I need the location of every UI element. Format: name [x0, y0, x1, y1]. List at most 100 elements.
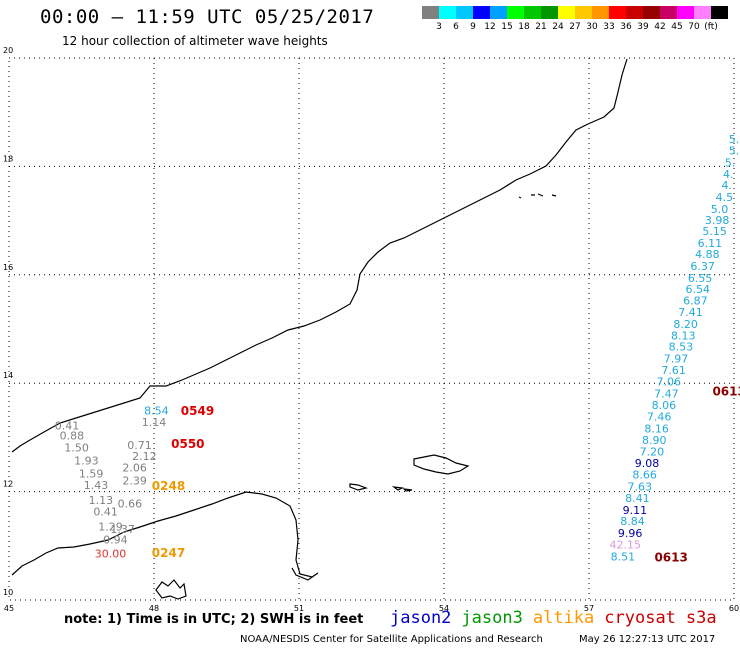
legend-swatch — [694, 6, 711, 19]
wave-height-value: 6.37 — [690, 260, 715, 273]
legend-swatch — [609, 6, 626, 19]
wave-height-value: 42.15 — [610, 539, 642, 552]
pass-time-label: 0613 — [712, 385, 740, 399]
legend-swatch — [456, 6, 473, 19]
wave-height-value: 7.41 — [678, 306, 703, 319]
legend-swatch — [575, 6, 592, 19]
wave-height-value: 8.90 — [642, 434, 667, 447]
coastline-arabia — [11, 58, 628, 453]
legend-label: 27 — [569, 22, 581, 32]
wave-height-value: 7.47 — [654, 387, 679, 400]
islet-3 — [402, 488, 413, 492]
wave-height-value: 8.41 — [625, 492, 650, 505]
wave-height-value: 9.08 — [635, 457, 660, 470]
wave-height-value: 1.93 — [74, 455, 99, 468]
lon-tick-label: 48 — [149, 604, 159, 613]
credit-line: NOAA/NESDIS Center for Satellite Applica… — [240, 634, 543, 645]
wave-height-value: 0.66 — [118, 497, 143, 510]
legend-swatch — [558, 6, 575, 19]
legend-label: 39 — [637, 22, 649, 32]
legend-swatch — [541, 6, 558, 19]
legend-label: 70 — [688, 22, 700, 32]
page-title: 00:00 – 11:59 UTC 05/25/2017 — [40, 6, 375, 28]
legend-label: 30 — [586, 22, 598, 32]
pass-time-label: 0613 — [654, 551, 687, 565]
wave-height-value: 1.13 — [89, 494, 114, 507]
wave-height-value: 0.41 — [55, 419, 80, 432]
islet-1 — [349, 483, 369, 491]
wave-height-value: 8.20 — [673, 318, 698, 331]
wave-height-value: 7.61 — [661, 364, 686, 377]
legend-label: 6 — [453, 22, 459, 32]
wave-observations: 8.541.140.410.881.50 0.712.121.932.061.59… — [55, 133, 740, 563]
somali-coast-islets — [155, 579, 187, 600]
legend-swatch — [711, 6, 728, 19]
lon-tick-label: 51 — [294, 604, 304, 613]
legend-label: 15 — [501, 22, 513, 32]
legend-swatch — [677, 6, 694, 19]
wave-height-value: 7.20 — [640, 445, 665, 458]
lat-tick-label: 10 — [3, 588, 13, 597]
wave-height-value: 1.50 — [64, 441, 89, 454]
wave-height-value: 8.16 — [644, 423, 669, 436]
generation-timestamp: May 26 12:27:13 UTC 2017 — [579, 634, 716, 645]
wave-height-value: 0.94 — [103, 534, 128, 547]
wave-height-value: 6.55 — [688, 272, 713, 285]
wave-height-value: 6.54 — [686, 283, 711, 296]
wave-height-value: 8.53 — [669, 341, 694, 354]
wave-height-value: 4. — [722, 179, 733, 192]
coastline-africa — [11, 491, 319, 581]
wave-height-value: 7.06 — [657, 375, 682, 388]
legend-label: (ft) — [704, 22, 718, 32]
wave-height-value: 6.11 — [698, 237, 723, 250]
legend-label: 36 — [620, 22, 632, 32]
wave-height-value: 5.0 — [711, 203, 729, 216]
legend-swatch — [507, 6, 524, 19]
wave-height-value: 4. — [723, 168, 734, 181]
wave-height-value: 0.88 — [60, 430, 85, 443]
satellite-name: cryosat — [604, 608, 676, 628]
wave-height-value: 6.87 — [683, 295, 708, 308]
satellite-name: jason3 — [461, 608, 523, 628]
wave-height-value: 2.12 — [132, 450, 157, 463]
lon-tick-label: 54 — [439, 604, 449, 613]
wave-height-value: 5. — [729, 133, 740, 146]
wave-height-value: 8.13 — [671, 329, 696, 342]
lat-tick-label: 12 — [3, 480, 13, 489]
legend-swatch — [643, 6, 660, 19]
lat-tick-label: 14 — [3, 371, 13, 380]
legend-swatch — [626, 6, 643, 19]
wave-height-value: 1.29 — [98, 521, 123, 534]
wave-height-value: 7.46 — [647, 411, 672, 424]
wave-height-value: 5. — [729, 144, 740, 157]
wave-height-value: 8.66 — [632, 469, 657, 482]
wave-height-value: 2.06 — [122, 462, 147, 475]
lat-tick-label: 20 — [3, 46, 13, 55]
legend-label: 45 — [671, 22, 683, 32]
legend-label: 21 — [535, 22, 547, 32]
pass-time-label: 0248 — [152, 479, 185, 493]
wave-height-value: 7.63 — [628, 481, 653, 494]
map-frame — [8, 57, 735, 601]
legend-label: 9 — [470, 22, 476, 32]
wave-height-value: 1.43 — [84, 479, 109, 492]
wave-height-value: 3.98 — [705, 214, 730, 227]
legend-label: 33 — [603, 22, 615, 32]
wave-height-value: 8.51 — [611, 550, 636, 563]
footer-note: note: 1) Time is in UTC; 2) SWH is in fe… — [64, 612, 364, 627]
islet-2 — [391, 486, 405, 491]
legend-swatch — [490, 6, 507, 19]
lon-tick-label: 57 — [584, 604, 594, 613]
wave-height-value: 2.39 — [122, 475, 147, 488]
legend-swatch — [660, 6, 677, 19]
map-grid: 45 48 51 54 57 60 10 12 14 16 18 20 — [3, 46, 739, 613]
wave-height-value: 8.06 — [652, 399, 677, 412]
legend-swatch — [524, 6, 541, 19]
wave-height-value: 4.88 — [695, 248, 720, 261]
wave-height-value: 0.71 — [127, 439, 152, 452]
legend-label: 18 — [518, 22, 530, 32]
wave-height-value: 4.5 — [716, 191, 734, 204]
wave-height-value: 1.14 — [142, 416, 167, 429]
legend-label: 3 — [436, 22, 442, 32]
